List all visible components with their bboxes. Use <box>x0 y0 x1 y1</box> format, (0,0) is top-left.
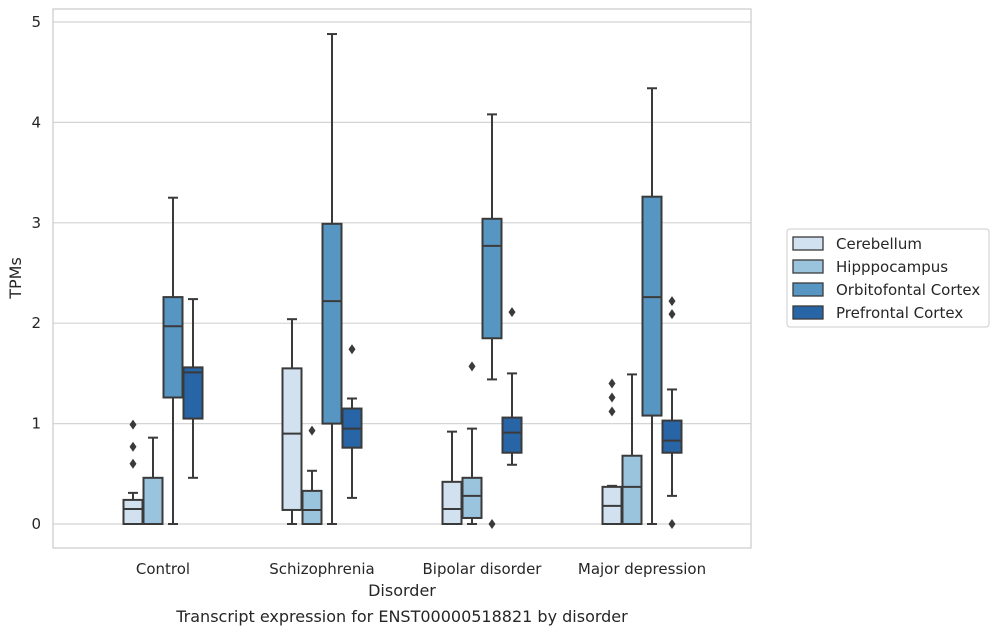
legend-swatch-hipppocampus <box>792 259 824 274</box>
box-body <box>281 367 303 511</box>
outlier-point <box>668 296 676 307</box>
y-tick-label-5: 5 <box>31 13 41 31</box>
outlier-point <box>308 425 316 436</box>
y-axis-title: TPMs <box>6 257 25 300</box>
box-body <box>641 195 663 417</box>
outlier-point <box>468 361 476 372</box>
box-hipppocampus-bipolar-disorder <box>461 361 483 525</box>
legend-label-cerebellum: Cerebellum <box>836 235 922 253</box>
box-body <box>621 454 643 525</box>
outlier-point <box>668 309 676 320</box>
box-body <box>501 416 523 454</box>
box-body <box>661 419 683 454</box>
box-orbitofontal-cortex-schizophrenia <box>321 33 343 525</box>
outlier-point <box>508 307 516 318</box>
box-body <box>182 366 204 420</box>
y-tick-labels: 0 1 2 3 4 5 <box>31 13 41 533</box>
box-prefrontal-cortex-bipolar-disorder <box>501 307 523 466</box>
box-body <box>461 476 483 519</box>
outlier-point <box>488 519 496 529</box>
x-tick-labels: Control Schizophrenia Bipolar disorder Majo… <box>136 560 706 578</box>
box-body <box>481 217 503 340</box>
box-orbitofontal-cortex-bipolar-disorder <box>481 113 503 529</box>
y-tick-label-0: 0 <box>31 515 41 533</box>
outlier-point <box>608 392 616 403</box>
outlier-point <box>129 441 137 452</box>
box-hipppocampus-schizophrenia <box>301 425 323 526</box>
outlier-point <box>668 519 676 529</box>
y-tick-label-2: 2 <box>31 314 41 332</box>
x-tick-label-bipolar-disorder: Bipolar disorder <box>423 560 543 578</box>
x-tick-label-major-depression: Major depression <box>578 560 706 578</box>
legend-label-prefrontal-cortex: Prefrontal Cortex <box>836 304 963 322</box>
box-body <box>301 489 323 526</box>
box-prefrontal-cortex-schizophrenia <box>341 344 363 499</box>
outlier-point <box>129 419 137 430</box>
x-tick-label-control: Control <box>136 560 190 578</box>
box-cerebellum-control <box>122 419 144 525</box>
chart-caption: Transcript expression for ENST0000051882… <box>175 607 628 626</box>
x-tick-label-schizophrenia: Schizophrenia <box>269 560 374 578</box>
box-orbitofontal-cortex-control <box>162 196 184 525</box>
y-tick-label-4: 4 <box>31 113 41 131</box>
outlier-point <box>608 378 616 389</box>
legend-swatch-prefrontal-cortex <box>792 305 824 320</box>
legend-swatch-orbitofontal-cortex <box>792 282 824 297</box>
x-axis-title: Disorder <box>368 581 436 600</box>
legend-label-orbitofontal-cortex: Orbitofontal Cortex <box>836 281 980 299</box>
box-body <box>142 476 164 526</box>
y-tick-label-1: 1 <box>31 415 41 433</box>
legend-frame <box>786 228 990 328</box>
box-prefrontal-cortex-control <box>182 298 204 479</box>
boxes-layer <box>122 33 683 529</box>
plot-frame <box>52 8 752 549</box>
box-body <box>162 296 184 399</box>
box-cerebellum-major-depression <box>601 378 623 525</box>
legend: Cerebellum Hipppocampus Orbitofontal Corte… <box>786 228 990 328</box>
box-hipppocampus-control <box>142 436 164 526</box>
box-hipppocampus-major-depression <box>621 373 643 525</box>
box-body <box>441 480 463 525</box>
box-body <box>122 498 144 525</box>
outlier-point <box>348 344 356 355</box>
outlier-point <box>608 406 616 417</box>
legend-swatch-cerebellum <box>792 236 824 251</box>
box-body <box>321 222 343 425</box>
box-orbitofontal-cortex-major-depression <box>641 87 663 525</box>
box-prefrontal-cortex-major-depression <box>661 296 683 529</box>
y-tick-label-3: 3 <box>31 214 41 232</box>
outlier-point <box>129 458 137 469</box>
legend-label-hipppocampus: Hipppocampus <box>836 258 948 276</box>
box-cerebellum-schizophrenia <box>281 318 303 525</box>
